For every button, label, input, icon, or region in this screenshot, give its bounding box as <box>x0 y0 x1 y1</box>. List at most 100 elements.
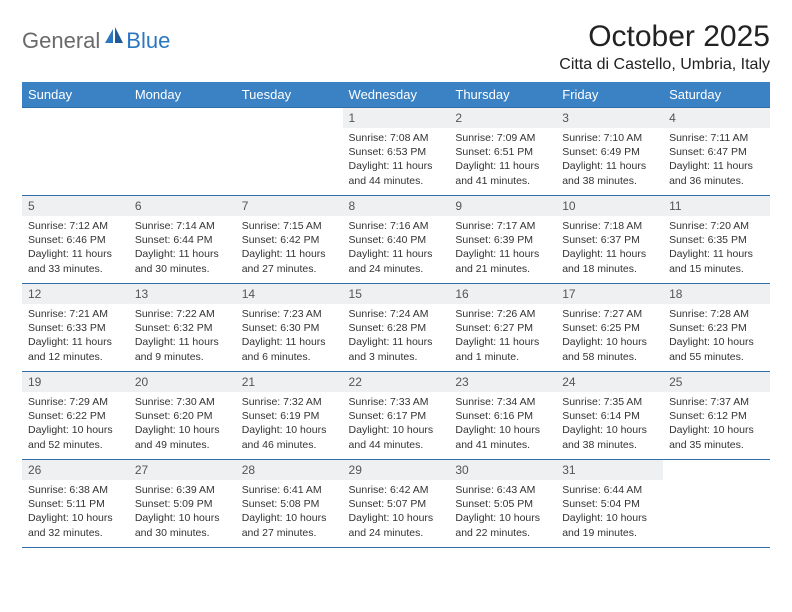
day-details: Sunrise: 7:26 AMSunset: 6:27 PMDaylight:… <box>449 304 556 369</box>
calendar-day-cell: 30Sunrise: 6:43 AMSunset: 5:05 PMDayligh… <box>449 460 556 548</box>
day-number: 10 <box>556 196 663 216</box>
day-header: Saturday <box>663 82 770 108</box>
day-details: Sunrise: 7:27 AMSunset: 6:25 PMDaylight:… <box>556 304 663 369</box>
day-details: Sunrise: 7:12 AMSunset: 6:46 PMDaylight:… <box>22 216 129 281</box>
day-details: Sunrise: 7:28 AMSunset: 6:23 PMDaylight:… <box>663 304 770 369</box>
calendar-day-cell: 17Sunrise: 7:27 AMSunset: 6:25 PMDayligh… <box>556 284 663 372</box>
day-number: 7 <box>236 196 343 216</box>
day-number: 5 <box>22 196 129 216</box>
day-number: 24 <box>556 372 663 392</box>
day-details: Sunrise: 7:09 AMSunset: 6:51 PMDaylight:… <box>449 128 556 193</box>
calendar-day-cell: 2Sunrise: 7:09 AMSunset: 6:51 PMDaylight… <box>449 108 556 196</box>
day-details: Sunrise: 7:11 AMSunset: 6:47 PMDaylight:… <box>663 128 770 193</box>
day-header: Tuesday <box>236 82 343 108</box>
day-details: Sunrise: 7:33 AMSunset: 6:17 PMDaylight:… <box>343 392 450 457</box>
logo: General Blue <box>22 26 170 55</box>
calendar-day-cell: 28Sunrise: 6:41 AMSunset: 5:08 PMDayligh… <box>236 460 343 548</box>
calendar-empty-cell <box>236 108 343 196</box>
day-number: 20 <box>129 372 236 392</box>
day-number: 13 <box>129 284 236 304</box>
calendar-day-cell: 11Sunrise: 7:20 AMSunset: 6:35 PMDayligh… <box>663 196 770 284</box>
calendar-day-cell: 9Sunrise: 7:17 AMSunset: 6:39 PMDaylight… <box>449 196 556 284</box>
day-details: Sunrise: 7:10 AMSunset: 6:49 PMDaylight:… <box>556 128 663 193</box>
header: General Blue October 2025 Citta di Caste… <box>22 20 770 74</box>
day-details: Sunrise: 7:32 AMSunset: 6:19 PMDaylight:… <box>236 392 343 457</box>
day-number: 8 <box>343 196 450 216</box>
calendar-day-cell: 4Sunrise: 7:11 AMSunset: 6:47 PMDaylight… <box>663 108 770 196</box>
day-details: Sunrise: 7:22 AMSunset: 6:32 PMDaylight:… <box>129 304 236 369</box>
calendar-day-cell: 19Sunrise: 7:29 AMSunset: 6:22 PMDayligh… <box>22 372 129 460</box>
logo-text-general: General <box>22 28 100 54</box>
calendar-week-row: 26Sunrise: 6:38 AMSunset: 5:11 PMDayligh… <box>22 460 770 548</box>
calendar-day-cell: 6Sunrise: 7:14 AMSunset: 6:44 PMDaylight… <box>129 196 236 284</box>
day-number: 21 <box>236 372 343 392</box>
title-block: October 2025 Citta di Castello, Umbria, … <box>559 20 770 74</box>
calendar-day-cell: 15Sunrise: 7:24 AMSunset: 6:28 PMDayligh… <box>343 284 450 372</box>
calendar-empty-cell <box>22 108 129 196</box>
day-number: 17 <box>556 284 663 304</box>
day-number: 25 <box>663 372 770 392</box>
calendar-body: 1Sunrise: 7:08 AMSunset: 6:53 PMDaylight… <box>22 108 770 548</box>
day-number: 18 <box>663 284 770 304</box>
day-number: 22 <box>343 372 450 392</box>
calendar-day-cell: 25Sunrise: 7:37 AMSunset: 6:12 PMDayligh… <box>663 372 770 460</box>
day-number: 27 <box>129 460 236 480</box>
day-number: 30 <box>449 460 556 480</box>
day-number: 14 <box>236 284 343 304</box>
day-details: Sunrise: 7:37 AMSunset: 6:12 PMDaylight:… <box>663 392 770 457</box>
calendar-day-cell: 18Sunrise: 7:28 AMSunset: 6:23 PMDayligh… <box>663 284 770 372</box>
day-header: Sunday <box>22 82 129 108</box>
day-details: Sunrise: 7:16 AMSunset: 6:40 PMDaylight:… <box>343 216 450 281</box>
calendar-day-cell: 23Sunrise: 7:34 AMSunset: 6:16 PMDayligh… <box>449 372 556 460</box>
calendar-week-row: 5Sunrise: 7:12 AMSunset: 6:46 PMDaylight… <box>22 196 770 284</box>
location: Citta di Castello, Umbria, Italy <box>559 56 770 74</box>
calendar-day-cell: 5Sunrise: 7:12 AMSunset: 6:46 PMDaylight… <box>22 196 129 284</box>
day-header: Monday <box>129 82 236 108</box>
day-details: Sunrise: 7:21 AMSunset: 6:33 PMDaylight:… <box>22 304 129 369</box>
calendar-header-row: SundayMondayTuesdayWednesdayThursdayFrid… <box>22 82 770 108</box>
calendar-day-cell: 20Sunrise: 7:30 AMSunset: 6:20 PMDayligh… <box>129 372 236 460</box>
day-number: 19 <box>22 372 129 392</box>
day-number: 15 <box>343 284 450 304</box>
calendar-day-cell: 27Sunrise: 6:39 AMSunset: 5:09 PMDayligh… <box>129 460 236 548</box>
calendar-day-cell: 10Sunrise: 7:18 AMSunset: 6:37 PMDayligh… <box>556 196 663 284</box>
calendar-day-cell: 29Sunrise: 6:42 AMSunset: 5:07 PMDayligh… <box>343 460 450 548</box>
day-details: Sunrise: 7:18 AMSunset: 6:37 PMDaylight:… <box>556 216 663 281</box>
calendar-empty-cell <box>129 108 236 196</box>
logo-sail-icon <box>104 26 124 49</box>
day-number: 28 <box>236 460 343 480</box>
calendar-day-cell: 24Sunrise: 7:35 AMSunset: 6:14 PMDayligh… <box>556 372 663 460</box>
day-number: 11 <box>663 196 770 216</box>
day-number: 2 <box>449 108 556 128</box>
day-number: 26 <box>22 460 129 480</box>
day-number: 12 <box>22 284 129 304</box>
calendar-day-cell: 31Sunrise: 6:44 AMSunset: 5:04 PMDayligh… <box>556 460 663 548</box>
day-number: 4 <box>663 108 770 128</box>
month-title: October 2025 <box>559 20 770 54</box>
day-header: Wednesday <box>343 82 450 108</box>
day-details: Sunrise: 7:14 AMSunset: 6:44 PMDaylight:… <box>129 216 236 281</box>
day-details: Sunrise: 7:34 AMSunset: 6:16 PMDaylight:… <box>449 392 556 457</box>
calendar-day-cell: 21Sunrise: 7:32 AMSunset: 6:19 PMDayligh… <box>236 372 343 460</box>
calendar-day-cell: 16Sunrise: 7:26 AMSunset: 6:27 PMDayligh… <box>449 284 556 372</box>
day-number: 23 <box>449 372 556 392</box>
day-details: Sunrise: 6:39 AMSunset: 5:09 PMDaylight:… <box>129 480 236 545</box>
day-details: Sunrise: 7:24 AMSunset: 6:28 PMDaylight:… <box>343 304 450 369</box>
day-details: Sunrise: 7:15 AMSunset: 6:42 PMDaylight:… <box>236 216 343 281</box>
day-details: Sunrise: 7:23 AMSunset: 6:30 PMDaylight:… <box>236 304 343 369</box>
day-details: Sunrise: 6:38 AMSunset: 5:11 PMDaylight:… <box>22 480 129 545</box>
day-details: Sunrise: 7:29 AMSunset: 6:22 PMDaylight:… <box>22 392 129 457</box>
calendar-day-cell: 1Sunrise: 7:08 AMSunset: 6:53 PMDaylight… <box>343 108 450 196</box>
day-details: Sunrise: 7:30 AMSunset: 6:20 PMDaylight:… <box>129 392 236 457</box>
calendar-week-row: 1Sunrise: 7:08 AMSunset: 6:53 PMDaylight… <box>22 108 770 196</box>
day-number: 1 <box>343 108 450 128</box>
day-details: Sunrise: 6:43 AMSunset: 5:05 PMDaylight:… <box>449 480 556 545</box>
calendar-empty-cell <box>663 460 770 548</box>
day-details: Sunrise: 7:35 AMSunset: 6:14 PMDaylight:… <box>556 392 663 457</box>
day-number: 31 <box>556 460 663 480</box>
calendar-day-cell: 3Sunrise: 7:10 AMSunset: 6:49 PMDaylight… <box>556 108 663 196</box>
day-details: Sunrise: 6:41 AMSunset: 5:08 PMDaylight:… <box>236 480 343 545</box>
day-details: Sunrise: 7:17 AMSunset: 6:39 PMDaylight:… <box>449 216 556 281</box>
day-number: 16 <box>449 284 556 304</box>
day-number: 29 <box>343 460 450 480</box>
